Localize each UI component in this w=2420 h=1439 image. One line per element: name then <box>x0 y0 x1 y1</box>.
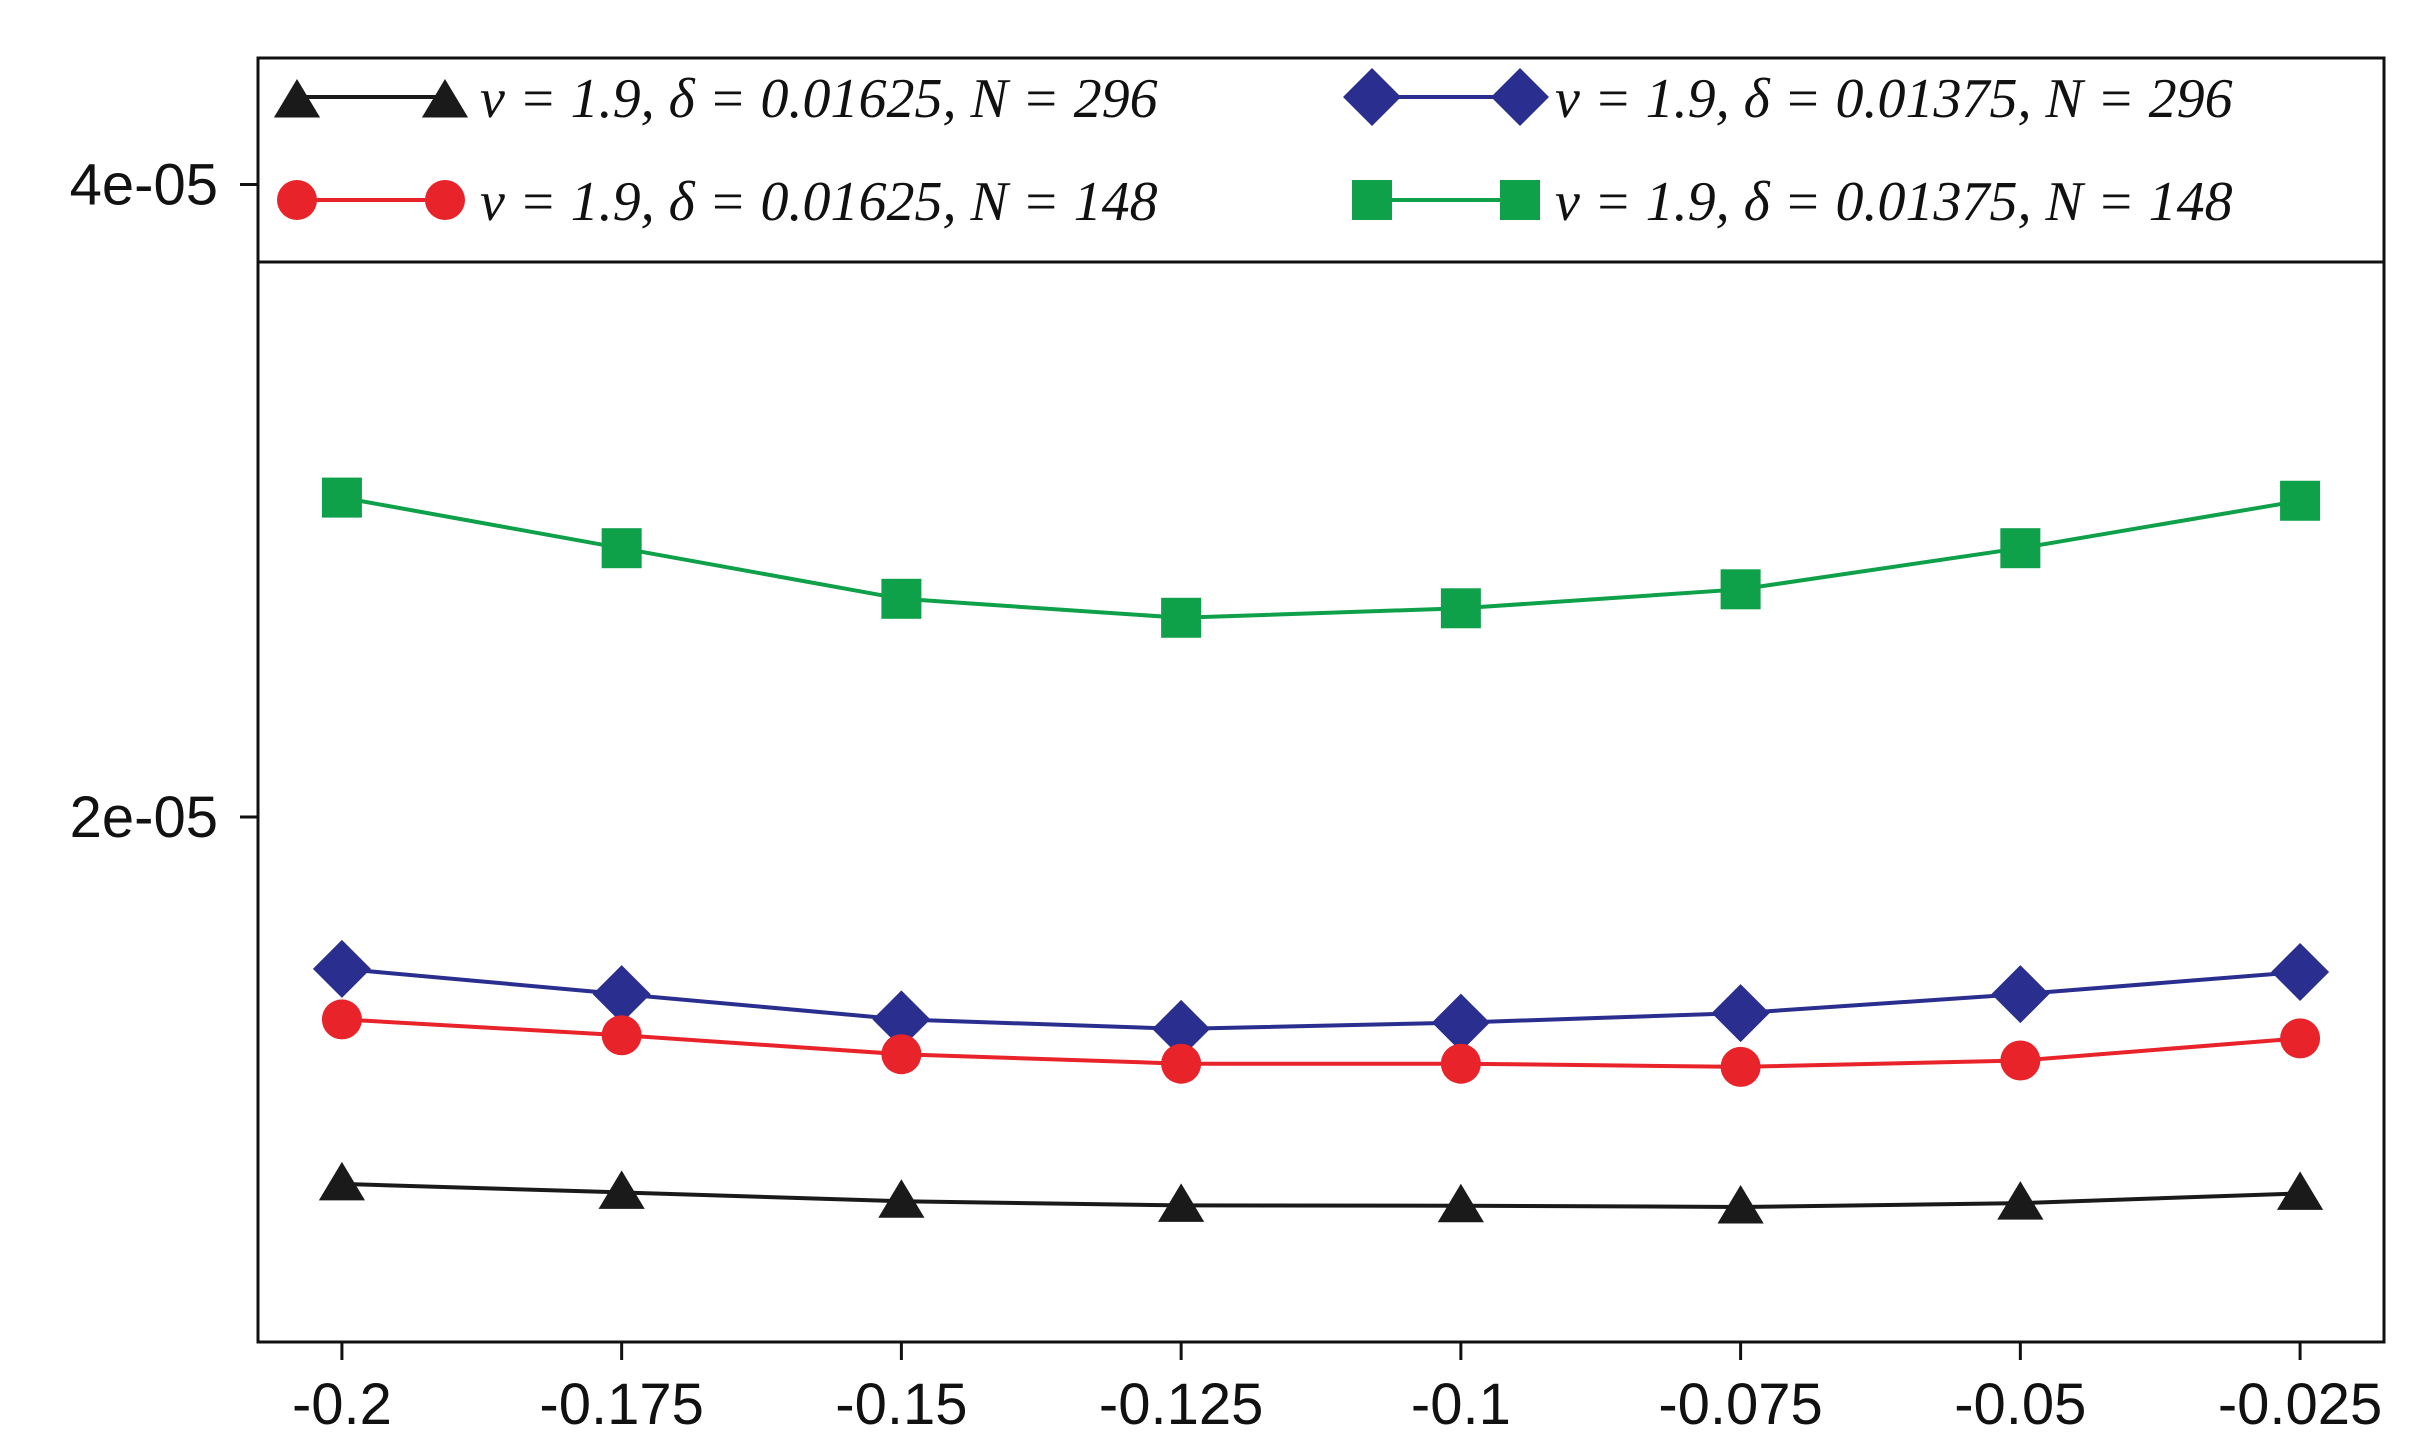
data-point <box>312 939 371 998</box>
x-tick-label: -0.2 <box>292 1372 392 1437</box>
legend-marker <box>1491 68 1549 126</box>
legend-label: ν = 1.9, δ = 0.01375, N = 148 <box>1555 171 2233 233</box>
data-point <box>1152 999 1211 1058</box>
data-point <box>1991 965 2050 1024</box>
data-point <box>1720 1046 1761 1087</box>
data-point <box>2271 942 2330 1001</box>
plot-frame <box>256 56 2386 1344</box>
legend-marker <box>1500 180 1540 220</box>
x-tick-label: -0.05 <box>1954 1372 2086 1437</box>
series-line <box>341 1181 2301 1209</box>
data-point <box>1158 1183 1205 1222</box>
data-point <box>881 578 922 619</box>
data-point <box>1440 588 1481 629</box>
data-point <box>321 999 362 1040</box>
data-point <box>2280 480 2321 521</box>
y-tick-label: 2e-05 <box>70 785 218 850</box>
data-point <box>1161 597 1202 638</box>
data-point <box>598 1170 645 1209</box>
series-layer <box>312 477 2330 1224</box>
x-tick-label: -0.1 <box>1411 1372 1511 1437</box>
data-point <box>2276 1171 2324 1210</box>
axes: 2e-05 4e-05 -0.2 -0.175 -0.15 -0.125 -0.1 -0.07… <box>70 56 2386 1437</box>
legend-label: ν = 1.9, δ = 0.01625, N = 148 <box>480 171 1158 233</box>
data-point <box>2000 528 2041 569</box>
data-point <box>881 1034 922 1075</box>
x-tick-label: -0.125 <box>1099 1372 1263 1437</box>
data-point <box>1720 569 1761 610</box>
legend-label: ν = 1.9, δ = 0.01625, N = 296 <box>480 68 1158 130</box>
legend-marker <box>1343 68 1401 126</box>
legend-entry: ν = 1.9, δ = 0.01625, N = 296 <box>273 68 1158 130</box>
series-line <box>341 966 2301 1031</box>
data-point <box>601 528 642 569</box>
legend-marker <box>277 180 317 220</box>
legend-marker <box>1352 180 1392 220</box>
data-point <box>878 1179 925 1218</box>
legend-entry: ν = 1.9, δ = 0.01625, N = 148 <box>277 171 1158 233</box>
data-point <box>1437 1183 1484 1223</box>
data-point <box>592 965 651 1024</box>
x-tick-label: -0.15 <box>835 1372 967 1437</box>
data-point <box>872 990 931 1049</box>
data-point <box>1711 984 1770 1043</box>
legend-entry: ν = 1.9, δ = 0.01375, N = 296 <box>1343 68 2233 130</box>
legend-marker <box>273 79 321 118</box>
y-tick-label: 4e-05 <box>70 153 218 218</box>
legend: ν = 1.9, δ = 0.01625, N = 296 ν = 1.9, δ … <box>273 68 2233 233</box>
series-line <box>341 1017 2301 1069</box>
x-tick-label: -0.175 <box>539 1372 703 1437</box>
data-point <box>2280 1018 2321 1059</box>
legend-entry: ν = 1.9, δ = 0.01375, N = 148 <box>1352 171 2233 233</box>
data-point <box>321 477 362 518</box>
series-line <box>341 495 2301 620</box>
series-diamond <box>312 939 2330 1058</box>
x-tick-label: -0.025 <box>2218 1372 2382 1437</box>
data-point <box>1440 1043 1481 1084</box>
data-point <box>1431 993 1490 1052</box>
x-tick-label: -0.075 <box>1658 1372 1822 1437</box>
data-point <box>1717 1184 1764 1224</box>
series-square <box>321 477 2321 638</box>
data-point <box>2000 1040 2041 1081</box>
series-triangle <box>318 1161 2324 1224</box>
data-point <box>1997 1181 2044 1220</box>
legend-marker <box>425 180 465 220</box>
data-point <box>1161 1043 1202 1084</box>
data-point <box>601 1015 642 1056</box>
legend-marker <box>421 79 469 118</box>
data-point <box>318 1161 366 1201</box>
legend-label: ν = 1.9, δ = 0.01375, N = 296 <box>1555 68 2233 130</box>
series-circle <box>321 999 2321 1087</box>
